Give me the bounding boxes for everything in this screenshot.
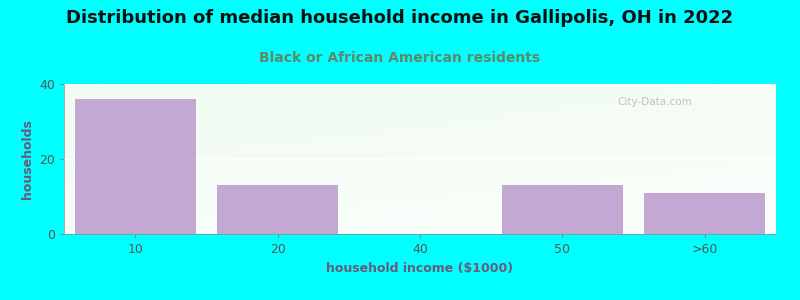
Bar — [502, 185, 623, 234]
Text: Black or African American residents: Black or African American residents — [259, 51, 541, 65]
X-axis label: household income ($1000): household income ($1000) — [326, 262, 514, 275]
Bar — [74, 99, 196, 234]
Bar — [217, 185, 338, 234]
Text: Distribution of median household income in Gallipolis, OH in 2022: Distribution of median household income … — [66, 9, 734, 27]
Y-axis label: households: households — [21, 119, 34, 199]
Bar — [644, 193, 766, 234]
Text: City-Data.com: City-Data.com — [618, 97, 692, 107]
